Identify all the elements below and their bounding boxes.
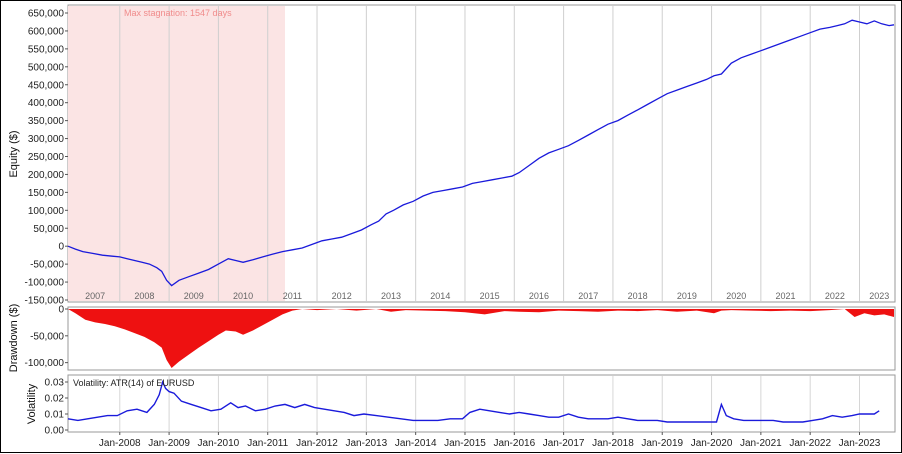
date-x-tick-label: Jan-2014: [395, 438, 437, 449]
equity-year-label: 2011: [283, 291, 302, 301]
equity-y-tick-label: 550,000: [28, 44, 65, 55]
equity-y-tick-label: 600,000: [28, 26, 65, 37]
drawdown-y-tick-label: -100,000: [25, 358, 65, 369]
date-x-tick-label: Jan-2020: [691, 438, 733, 449]
equity-y-tick-label: -150,000: [25, 296, 65, 307]
equity-year-label: 2020: [726, 291, 746, 301]
volatility-title: Volatility: ATR(14) of EURUSD: [73, 378, 195, 388]
equity-year-label: 2022: [825, 291, 845, 301]
equity-y-tick-label: 250,000: [28, 152, 65, 163]
volatility-plot-area: [67, 374, 896, 433]
date-x-tick-label: Jan-2022: [789, 438, 831, 449]
date-x-tick-label: Jan-2019: [641, 438, 683, 449]
equity-year-label: 2008: [134, 291, 154, 301]
date-x-tick-label: Jan-2015: [444, 438, 486, 449]
volatility-line: [67, 379, 880, 423]
date-x-tick-label: Jan-2017: [543, 438, 585, 449]
date-x-tick-label: Jan-2012: [296, 438, 338, 449]
drawdown-y-axis-title: Drawdown ($): [8, 304, 20, 372]
equity-year-label: 2019: [677, 291, 697, 301]
equity-year-label: 2023: [869, 291, 889, 301]
equity-y-tick-label: -50,000: [30, 260, 64, 271]
date-x-tick-label: Jan-2023: [839, 438, 881, 449]
date-x-tick-label: Jan-2011: [247, 438, 288, 449]
volatility-y-axis-title: Volatility: [26, 383, 38, 424]
equity-y-axis: 650,000 600,000 550,000 500,000 450,000 400,0…: [25, 9, 68, 307]
equity-y-tick-label: 500,000: [28, 62, 65, 73]
equity-y-tick-label: 400,000: [28, 98, 65, 109]
stagnation-label: Max stagnation: 1547 days: [124, 8, 232, 18]
date-x-tick-label: Jan-2016: [493, 438, 535, 449]
equity-year-label: 2021: [776, 291, 796, 301]
equity-y-tick-label: 150,000: [28, 188, 65, 199]
equity-y-tick-label: 350,000: [28, 116, 65, 127]
equity-y-tick-label: 50,000: [33, 224, 64, 235]
equity-line: [67, 19, 895, 287]
date-x-tick-label: Jan-2009: [148, 438, 190, 449]
equity-year-label: 2007: [85, 291, 105, 301]
equity-y-tick-label: 300,000: [28, 134, 65, 145]
equity-y-tick-label: -100,000: [25, 278, 65, 289]
equity-year-label: 2009: [184, 291, 204, 301]
equity-year-label: 2017: [578, 291, 598, 301]
equity-year-labels: 2007 2008 2009 2010 2011 2012 2013 2014 2015 2016…: [85, 291, 889, 301]
equity-year-label: 2012: [332, 291, 352, 301]
date-x-tick-label: Jan-2008: [99, 438, 141, 449]
volatility-y-axis: 0.03 0.02 0.01 0.00: [45, 378, 68, 437]
equity-y-tick-label: 200,000: [28, 170, 65, 181]
drawdown-y-tick-label: -50,000: [30, 331, 64, 342]
equity-y-axis-title: Equity ($): [8, 130, 20, 177]
equity-year-label: 2014: [430, 291, 450, 301]
drawdown-y-tick-label: 0: [58, 305, 64, 316]
drawdown-panel: 0 -50,000 -100,000 Drawdown ($): [8, 304, 896, 372]
stagnation-region: [68, 6, 285, 301]
volatility-y-tick-label: 0.01: [45, 410, 65, 421]
drawdown-area: [68, 309, 894, 368]
equity-y-tick-label: 0: [58, 242, 64, 253]
date-x-tick-label: Jan-2018: [592, 438, 634, 449]
date-x-tick-label: Jan-2021: [740, 438, 782, 449]
equity-year-label: 2013: [381, 291, 401, 301]
equity-year-label: 2018: [628, 291, 648, 301]
volatility-y-tick-label: 0.00: [45, 426, 65, 437]
equity-y-tick-label: 650,000: [28, 9, 65, 20]
volatility-y-tick-label: 0.02: [45, 394, 65, 405]
equity-y-tick-label: 100,000: [28, 206, 65, 217]
equity-panel: 650,000 600,000 550,000 500,000 450,000 400,0…: [8, 4, 896, 307]
date-x-tick-label: Jan-2013: [345, 438, 387, 449]
equity-year-label: 2010: [233, 291, 253, 301]
equity-year-label: 2016: [529, 291, 549, 301]
equity-gridlines: [119, 6, 860, 301]
equity-y-tick-label: 450,000: [28, 80, 65, 91]
date-x-axis: Jan-2008 Jan-2009 Jan-2010 Jan-2011 Jan-2012…: [99, 432, 881, 449]
equity-year-label: 2015: [480, 291, 500, 301]
volatility-panel: 0.03 0.02 0.01 0.00 Volatility: ATR(14) of …: [26, 374, 896, 449]
drawdown-y-axis: 0 -50,000 -100,000: [25, 305, 68, 369]
volatility-y-tick-label: 0.03: [45, 378, 65, 389]
date-x-tick-label: Jan-2010: [198, 438, 240, 449]
